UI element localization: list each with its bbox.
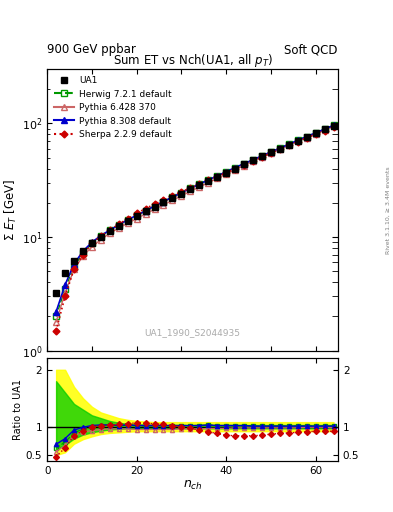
Text: Soft QCD: Soft QCD	[285, 44, 338, 56]
X-axis label: $n_{ch}$: $n_{ch}$	[183, 478, 202, 492]
Text: UA1_1990_S2044935: UA1_1990_S2044935	[145, 328, 241, 337]
Text: 900 GeV ppbar: 900 GeV ppbar	[47, 44, 136, 56]
Legend: UA1, Herwig 7.2.1 default, Pythia 6.428 370, Pythia 8.308 default, Sherpa 2.2.9 : UA1, Herwig 7.2.1 default, Pythia 6.428 …	[51, 74, 174, 142]
Text: Rivet 3.1.10, ≥ 3.4M events: Rivet 3.1.10, ≥ 3.4M events	[386, 166, 391, 254]
Title: Sum ET vs Nch(UA1, all $p_T$): Sum ET vs Nch(UA1, all $p_T$)	[112, 52, 273, 69]
Y-axis label: Ratio to UA1: Ratio to UA1	[13, 379, 23, 440]
Y-axis label: $\Sigma$ $E_T$ [GeV]: $\Sigma$ $E_T$ [GeV]	[3, 179, 19, 241]
